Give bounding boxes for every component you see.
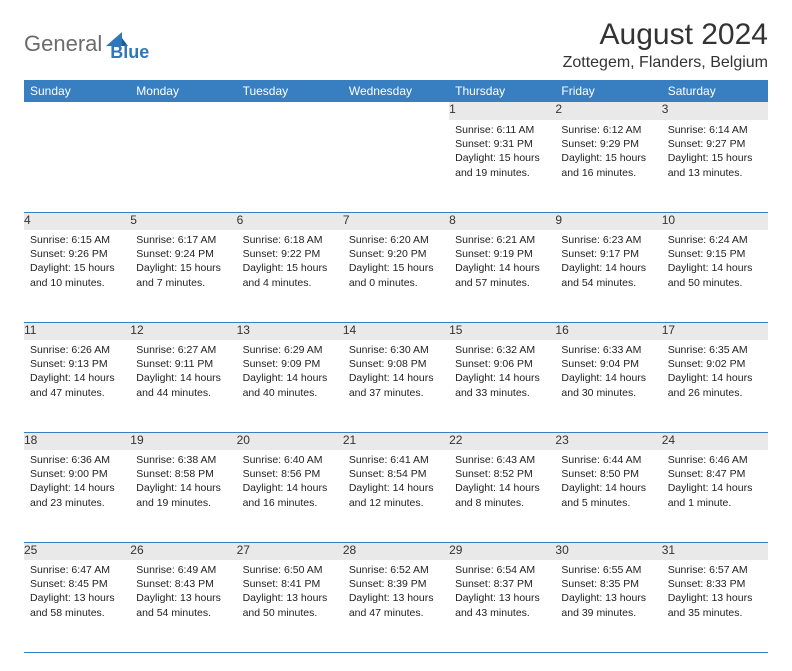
day-details-cell: Sunrise: 6:44 AMSunset: 8:50 PMDaylight:… — [555, 450, 661, 542]
day-details-cell: Sunrise: 6:50 AMSunset: 8:41 PMDaylight:… — [237, 560, 343, 652]
day-number-cell: 21 — [343, 432, 449, 450]
day-number-cell: 30 — [555, 542, 661, 560]
month-title: August 2024 — [563, 18, 768, 52]
day-details-cell — [237, 120, 343, 212]
day-details-cell: Sunrise: 6:35 AMSunset: 9:02 PMDaylight:… — [662, 340, 768, 432]
day-details-cell: Sunrise: 6:23 AMSunset: 9:17 PMDaylight:… — [555, 230, 661, 322]
day-details-cell: Sunrise: 6:12 AMSunset: 9:29 PMDaylight:… — [555, 120, 661, 212]
day-number-cell: 1 — [449, 102, 555, 120]
weekday-header: Sunday — [24, 80, 130, 102]
day-details-cell: Sunrise: 6:38 AMSunset: 8:58 PMDaylight:… — [130, 450, 236, 542]
day-details-cell: Sunrise: 6:21 AMSunset: 9:19 PMDaylight:… — [449, 230, 555, 322]
day-details-cell: Sunrise: 6:30 AMSunset: 9:08 PMDaylight:… — [343, 340, 449, 432]
day-details-cell: Sunrise: 6:41 AMSunset: 8:54 PMDaylight:… — [343, 450, 449, 542]
day-details-row: Sunrise: 6:11 AMSunset: 9:31 PMDaylight:… — [24, 120, 768, 212]
day-number-cell: 23 — [555, 432, 661, 450]
day-number-cell: 27 — [237, 542, 343, 560]
day-number-cell: 11 — [24, 322, 130, 340]
day-number-cell: 14 — [343, 322, 449, 340]
day-number-cell: 5 — [130, 212, 236, 230]
day-details-cell: Sunrise: 6:49 AMSunset: 8:43 PMDaylight:… — [130, 560, 236, 652]
day-number-cell: 19 — [130, 432, 236, 450]
title-block: August 2024 Zottegem, Flanders, Belgium — [563, 18, 768, 72]
day-details-cell: Sunrise: 6:24 AMSunset: 9:15 PMDaylight:… — [662, 230, 768, 322]
day-details-cell: Sunrise: 6:55 AMSunset: 8:35 PMDaylight:… — [555, 560, 661, 652]
day-details-cell: Sunrise: 6:40 AMSunset: 8:56 PMDaylight:… — [237, 450, 343, 542]
day-number-cell: 20 — [237, 432, 343, 450]
day-details-cell — [130, 120, 236, 212]
day-number-cell: 4 — [24, 212, 130, 230]
day-details-cell: Sunrise: 6:18 AMSunset: 9:22 PMDaylight:… — [237, 230, 343, 322]
day-number-cell: 31 — [662, 542, 768, 560]
weekday-header-row: SundayMondayTuesdayWednesdayThursdayFrid… — [24, 80, 768, 102]
day-number-cell: 29 — [449, 542, 555, 560]
day-number-row: 123 — [24, 102, 768, 120]
day-details-row: Sunrise: 6:36 AMSunset: 9:00 PMDaylight:… — [24, 450, 768, 542]
day-number-cell: 3 — [662, 102, 768, 120]
day-number-row: 45678910 — [24, 212, 768, 230]
day-details-cell: Sunrise: 6:32 AMSunset: 9:06 PMDaylight:… — [449, 340, 555, 432]
day-number-cell: 25 — [24, 542, 130, 560]
weekday-header: Saturday — [662, 80, 768, 102]
day-details-cell — [343, 120, 449, 212]
weekday-header: Thursday — [449, 80, 555, 102]
day-number-row: 18192021222324 — [24, 432, 768, 450]
weekday-header: Tuesday — [237, 80, 343, 102]
day-number-cell: 17 — [662, 322, 768, 340]
day-number-cell: 13 — [237, 322, 343, 340]
day-details-cell: Sunrise: 6:54 AMSunset: 8:37 PMDaylight:… — [449, 560, 555, 652]
day-details-cell: Sunrise: 6:57 AMSunset: 8:33 PMDaylight:… — [662, 560, 768, 652]
day-number-cell: 9 — [555, 212, 661, 230]
brand-logo: General Blue — [24, 24, 149, 63]
day-number-cell: 2 — [555, 102, 661, 120]
day-details-cell: Sunrise: 6:33 AMSunset: 9:04 PMDaylight:… — [555, 340, 661, 432]
weekday-header: Monday — [130, 80, 236, 102]
day-number-cell: 16 — [555, 322, 661, 340]
day-details-cell: Sunrise: 6:20 AMSunset: 9:20 PMDaylight:… — [343, 230, 449, 322]
day-details-row: Sunrise: 6:47 AMSunset: 8:45 PMDaylight:… — [24, 560, 768, 652]
day-number-cell — [237, 102, 343, 120]
weekday-header: Wednesday — [343, 80, 449, 102]
day-details-row: Sunrise: 6:26 AMSunset: 9:13 PMDaylight:… — [24, 340, 768, 432]
day-number-row: 25262728293031 — [24, 542, 768, 560]
calendar-body: 123Sunrise: 6:11 AMSunset: 9:31 PMDaylig… — [24, 102, 768, 652]
day-details-row: Sunrise: 6:15 AMSunset: 9:26 PMDaylight:… — [24, 230, 768, 322]
day-details-cell: Sunrise: 6:36 AMSunset: 9:00 PMDaylight:… — [24, 450, 130, 542]
day-number-cell: 18 — [24, 432, 130, 450]
brand-text-gray: General — [24, 31, 102, 57]
day-details-cell: Sunrise: 6:17 AMSunset: 9:24 PMDaylight:… — [130, 230, 236, 322]
day-details-cell: Sunrise: 6:52 AMSunset: 8:39 PMDaylight:… — [343, 560, 449, 652]
day-details-cell: Sunrise: 6:43 AMSunset: 8:52 PMDaylight:… — [449, 450, 555, 542]
day-details-cell: Sunrise: 6:26 AMSunset: 9:13 PMDaylight:… — [24, 340, 130, 432]
day-number-row: 11121314151617 — [24, 322, 768, 340]
day-number-cell: 22 — [449, 432, 555, 450]
day-number-cell: 26 — [130, 542, 236, 560]
day-number-cell: 15 — [449, 322, 555, 340]
day-number-cell: 12 — [130, 322, 236, 340]
brand-text-blue: Blue — [110, 42, 149, 63]
day-details-cell: Sunrise: 6:46 AMSunset: 8:47 PMDaylight:… — [662, 450, 768, 542]
calendar-table: SundayMondayTuesdayWednesdayThursdayFrid… — [24, 80, 768, 653]
day-details-cell: Sunrise: 6:27 AMSunset: 9:11 PMDaylight:… — [130, 340, 236, 432]
day-number-cell: 8 — [449, 212, 555, 230]
day-number-cell: 7 — [343, 212, 449, 230]
day-number-cell — [130, 102, 236, 120]
day-number-cell — [24, 102, 130, 120]
weekday-header: Friday — [555, 80, 661, 102]
day-details-cell: Sunrise: 6:15 AMSunset: 9:26 PMDaylight:… — [24, 230, 130, 322]
day-number-cell — [343, 102, 449, 120]
location-text: Zottegem, Flanders, Belgium — [563, 54, 768, 72]
page-header: General Blue August 2024 Zottegem, Fland… — [24, 18, 768, 72]
day-details-cell: Sunrise: 6:11 AMSunset: 9:31 PMDaylight:… — [449, 120, 555, 212]
day-details-cell: Sunrise: 6:14 AMSunset: 9:27 PMDaylight:… — [662, 120, 768, 212]
day-number-cell: 28 — [343, 542, 449, 560]
day-details-cell: Sunrise: 6:47 AMSunset: 8:45 PMDaylight:… — [24, 560, 130, 652]
day-number-cell: 6 — [237, 212, 343, 230]
day-details-cell: Sunrise: 6:29 AMSunset: 9:09 PMDaylight:… — [237, 340, 343, 432]
day-number-cell: 10 — [662, 212, 768, 230]
day-number-cell: 24 — [662, 432, 768, 450]
day-details-cell — [24, 120, 130, 212]
